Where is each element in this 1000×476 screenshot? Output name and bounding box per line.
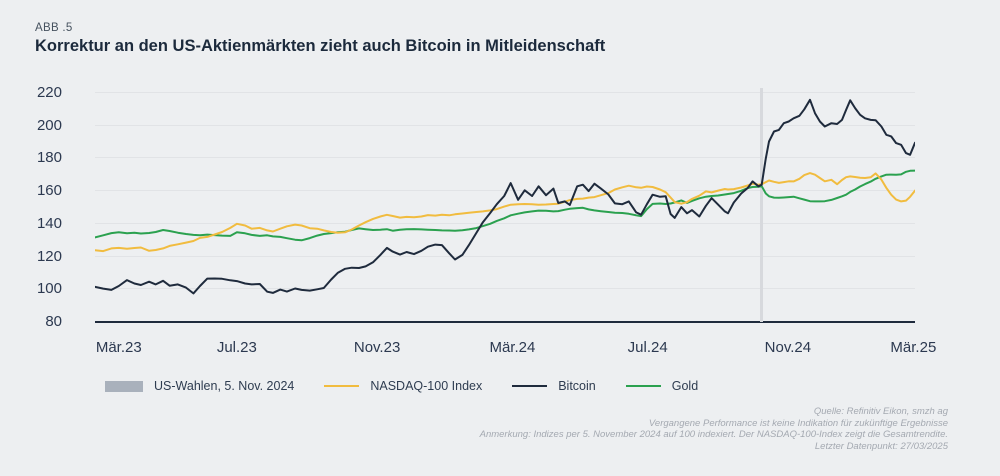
- x-axis-tick-label: Nov.23: [353, 339, 401, 356]
- y-axis-tick-label: 140: [36, 214, 62, 232]
- legend-item-bitcoin: Bitcoin: [512, 379, 596, 393]
- gold-series-line: [95, 169, 915, 242]
- legend-label-bitcoin: Bitcoin: [558, 379, 596, 393]
- page-title: Korrektur an den US-Aktienmärkten zieht …: [35, 37, 606, 55]
- y-axis-tick-label: 80: [45, 313, 62, 330]
- y-axis-tick-label: 220: [36, 83, 62, 101]
- x-axis-tick-label: Mär.23: [95, 339, 142, 356]
- gridline: [95, 222, 915, 224]
- gridline: [95, 157, 915, 159]
- x-axis-tick-label: Nov.24: [764, 339, 812, 356]
- figure-label: ABB .5: [35, 22, 73, 34]
- gridline: [95, 190, 915, 192]
- legend-item-gold: Gold: [625, 379, 699, 393]
- gold-line-swatch: [625, 385, 661, 387]
- y-axis-tick-label: 200: [36, 116, 62, 134]
- x-axis-line: [95, 321, 915, 323]
- plot-area: [95, 98, 915, 295]
- bitcoin-series-line: [95, 98, 915, 295]
- us-wahlen-swatch: [105, 380, 143, 392]
- gridline: [95, 91, 915, 93]
- x-axis-tick-label: Mär.24: [489, 339, 536, 356]
- footnote-disclaimer: Vergangene Performance ist keine Indikat…: [648, 417, 948, 429]
- y-axis-tick-label: 180: [36, 149, 62, 167]
- x-axis-tick-label: Jul.24: [627, 339, 668, 356]
- footnote-last-datapoint: Letzter Datenpunkt: 27/03/2025: [814, 440, 948, 452]
- election-vline: [760, 88, 764, 322]
- y-axis-tick-label: 120: [36, 247, 62, 265]
- gridline: [95, 288, 915, 290]
- x-axis-tick-label: Mär.25: [890, 339, 937, 356]
- footnote-source: Quelle: Refinitiv Eikon, smzh ag: [813, 406, 948, 417]
- legend-item-us-wahlen: US-Wahlen, 5. Nov. 2024: [105, 379, 294, 393]
- nasdaq-series-line: [95, 172, 915, 253]
- bitcoin-line-swatch: [512, 385, 548, 387]
- footnotes: Quelle: Refinitiv Eikon, smzh ag Vergang…: [480, 406, 948, 452]
- legend-item-nasdaq: NASDAQ-100 Index: [324, 379, 482, 393]
- x-axis-tick-label: Jul.23: [216, 339, 257, 356]
- gridline: [95, 124, 915, 126]
- gridline: [95, 255, 915, 257]
- y-axis-tick-label: 100: [36, 280, 62, 298]
- nasdaq-line-swatch: [324, 385, 360, 387]
- footnote-note: Anmerkung: Indizes per 5. November 2024 …: [479, 429, 948, 440]
- legend-label-us-wahlen: US-Wahlen, 5. Nov. 2024: [154, 379, 295, 393]
- legend-label-gold: Gold: [671, 379, 699, 393]
- legend: US-Wahlen, 5. Nov. 2024 NASDAQ-100 Index…: [105, 379, 698, 393]
- y-axis-tick-label: 160: [36, 182, 62, 200]
- legend-label-nasdaq: NASDAQ-100 Index: [370, 379, 483, 393]
